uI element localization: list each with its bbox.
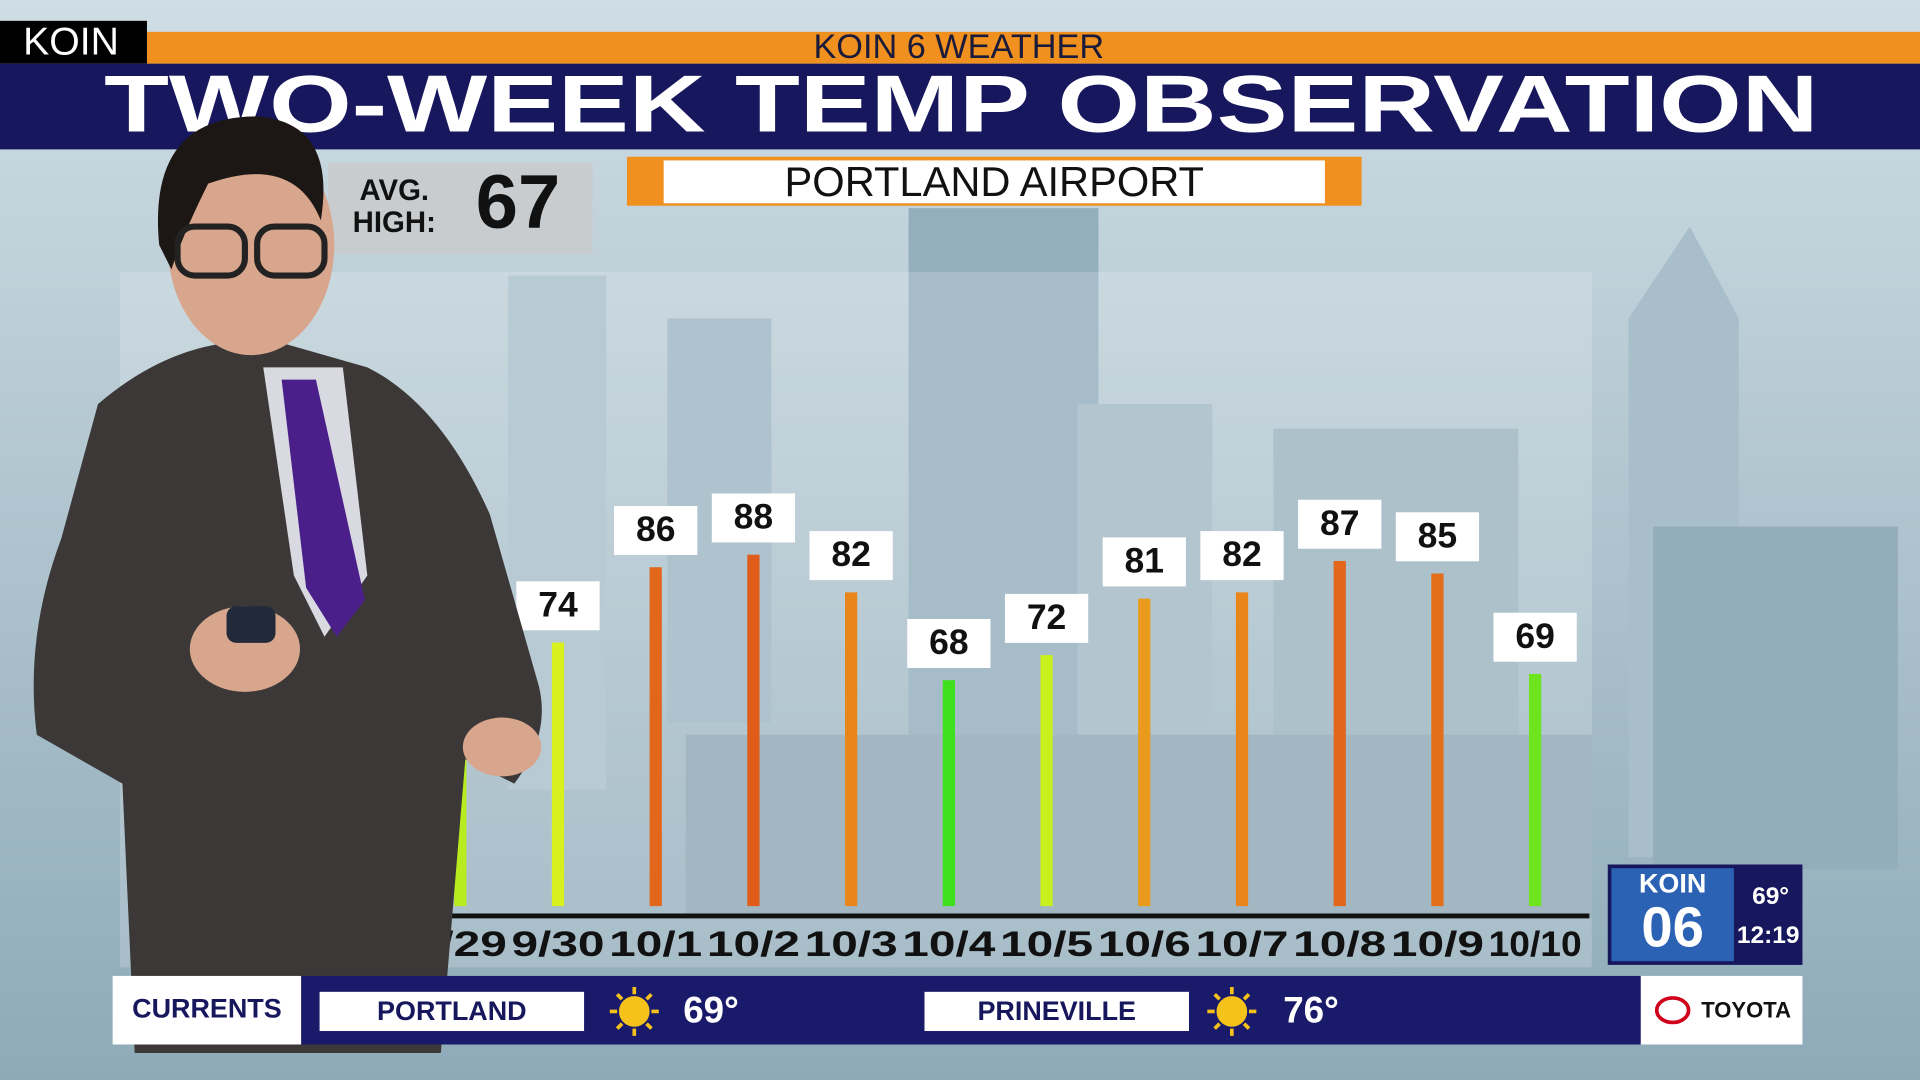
value-label-box	[614, 506, 698, 555]
logo-time: 12:19	[1737, 922, 1800, 949]
station: KOIN	[23, 20, 119, 63]
bar	[649, 567, 662, 907]
value-label: 81	[1125, 540, 1164, 580]
avg-box	[328, 162, 593, 254]
banner-bar	[146, 31, 1920, 64]
city-box	[924, 991, 1189, 1032]
building	[1653, 526, 1898, 870]
bar	[747, 554, 760, 907]
bar	[1431, 573, 1444, 907]
avg-label: HIGH:	[353, 206, 436, 239]
city-box	[319, 991, 585, 1032]
x-tick-label: 9/30	[511, 924, 604, 964]
bar	[942, 680, 955, 907]
city: PRINEVILLE	[977, 996, 1136, 1026]
value-label: 74	[538, 584, 578, 624]
value-label: 82	[831, 534, 871, 574]
logo-channel: 06	[1641, 896, 1704, 959]
banner: KOIN 6 WEATHER	[813, 28, 1104, 66]
logo-plate	[1611, 868, 1734, 962]
value-label-box	[1493, 612, 1577, 662]
avg-label: AVG.	[359, 174, 429, 207]
glasses	[174, 223, 248, 279]
value-label-box	[1200, 531, 1284, 581]
bar	[1333, 560, 1346, 907]
value-label-box	[809, 531, 893, 581]
sun-icon	[1207, 986, 1257, 1036]
x-tick-label: 10/7	[1195, 924, 1288, 964]
value-label-box	[1004, 593, 1089, 643]
value-label: 72	[1027, 597, 1066, 637]
station-box	[0, 20, 147, 64]
value-label: 85	[1418, 515, 1458, 555]
face	[167, 134, 335, 356]
suit	[33, 341, 542, 1054]
x-tick-label: 10/3	[805, 924, 898, 964]
sun-icon	[609, 986, 659, 1036]
value-label: 86	[636, 509, 676, 549]
bar	[1040, 655, 1053, 907]
value-label: 69	[1515, 616, 1555, 656]
hand	[462, 717, 542, 777]
value-label-box	[711, 493, 796, 543]
sun-rays	[1207, 986, 1257, 1036]
logo-name: KOIN	[1639, 868, 1706, 898]
bar	[1138, 598, 1151, 907]
chart-subtitle: PORTLAND AIRPORT	[785, 158, 1204, 205]
hair	[157, 116, 324, 270]
clicker	[226, 606, 276, 643]
ticker-title: CURRENTS	[132, 993, 282, 1023]
x-tick-label: 10/9	[1391, 924, 1484, 964]
presenter	[33, 116, 542, 1054]
subtitle-box	[663, 160, 1325, 204]
avg-value: 67	[476, 160, 560, 245]
value-label: 82	[1222, 534, 1262, 574]
x-tick-label: 10/5	[1000, 924, 1093, 964]
sponsor-logo	[1654, 996, 1691, 1025]
x-tick-label: 10/1	[609, 924, 702, 964]
temp: 76°	[1283, 989, 1339, 1030]
chart-title: TWO-WEEK TEMP OBSERVATION	[104, 60, 1818, 150]
value-label-box	[1395, 512, 1480, 562]
bar	[1235, 592, 1249, 907]
bar	[551, 642, 565, 907]
value-label-box	[516, 581, 600, 631]
city: PORTLAND	[377, 996, 527, 1026]
value-label: 68	[929, 622, 969, 662]
tie	[281, 379, 365, 637]
temp: 69°	[683, 989, 739, 1030]
bar	[845, 592, 858, 907]
sponsor-box	[1640, 975, 1803, 1045]
value-label-box	[1298, 499, 1382, 549]
title-band	[0, 63, 1920, 150]
value-label: 88	[734, 497, 774, 537]
x-tick-label: 10/8	[1293, 924, 1386, 964]
x-tick-label: 10/6	[1098, 924, 1191, 964]
ticker-title-box	[112, 975, 302, 1045]
value-label-box	[907, 618, 991, 668]
logo-temp: 69°	[1752, 883, 1789, 910]
sponsor: TOYOTA	[1701, 997, 1791, 1022]
x-tick-label: 10/2	[707, 924, 800, 964]
sun	[618, 996, 650, 1027]
sun	[1216, 996, 1248, 1027]
x-tick-label: 10/4	[902, 924, 995, 964]
value-label: 87	[1320, 503, 1360, 543]
sun-rays	[609, 986, 659, 1036]
value-label-box	[1102, 537, 1186, 587]
chart: 719/29749/308610/18810/28210/36810/47210…	[414, 493, 1590, 964]
x-tick-label: 10/10	[1489, 924, 1582, 964]
glasses	[254, 223, 328, 279]
bar	[1529, 673, 1542, 907]
